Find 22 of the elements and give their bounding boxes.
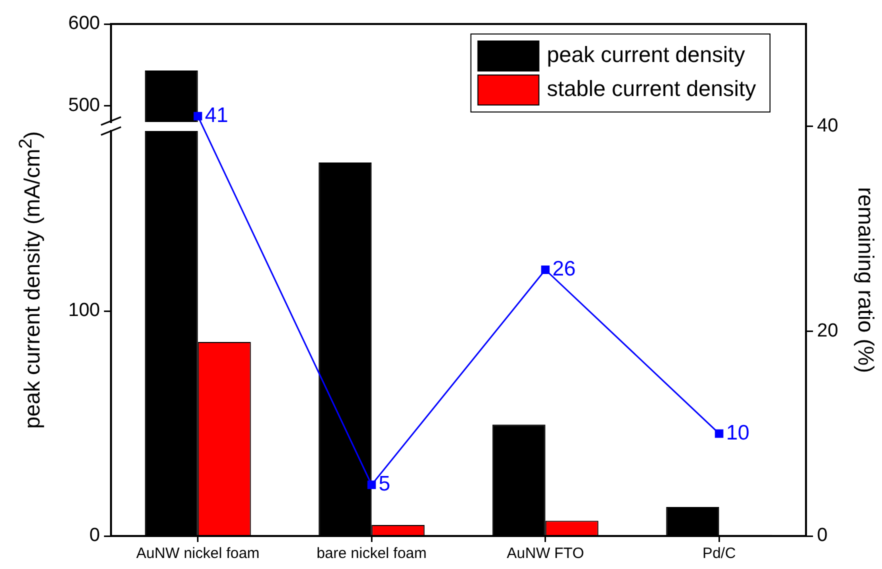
y-tick-label: 500 [68,94,100,116]
legend-label: peak current density [546,42,745,68]
data-label: 26 [552,258,576,281]
x-tick-label: AuNW nickel foam [136,545,260,562]
data-label: 41 [204,104,228,127]
point [714,429,724,438]
y2-tick-label: 20 [817,320,838,342]
y2-tick-label: 0 [817,525,828,546]
y-tick-label: 600 [68,13,100,34]
x-tick-label: AuNW FTO [506,545,584,562]
data-label: 5 [378,472,390,496]
y-tick-label: 100 [68,300,100,322]
data-label: 10 [726,421,750,444]
point [194,112,202,120]
y2-axis-title: remaining ratio (%) [854,187,879,373]
y-tick-label: 0 [89,525,100,546]
legend-label: stable current density [546,76,756,102]
x-tick-label: bare nickel foam [316,545,427,562]
x-tick-label: Pd/C [702,545,736,562]
y2-tick-label: 40 [817,116,838,137]
point [367,480,376,490]
point [541,266,550,274]
